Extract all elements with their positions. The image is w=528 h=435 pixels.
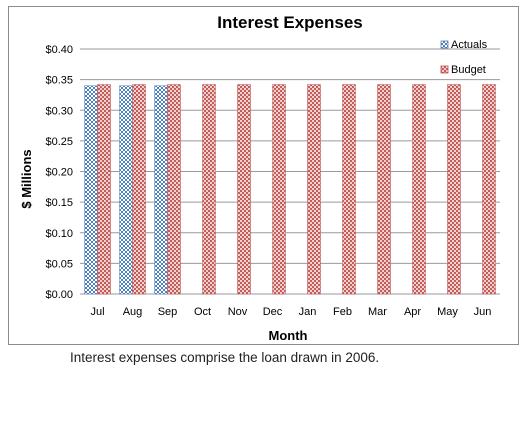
bar-budget-oct	[202, 84, 216, 295]
legend-swatch-budget	[440, 65, 449, 74]
x-tick-label: Aug	[123, 306, 143, 318]
bar-budget-may	[447, 84, 461, 295]
bar-budget-nov	[237, 84, 251, 295]
bar-budget-aug	[132, 84, 146, 295]
y-tick-label: $0.00	[45, 289, 73, 301]
y-tick-label: $0.25	[45, 136, 73, 148]
legend-label-budget: Budget	[451, 64, 486, 76]
bar-budget-jun	[482, 84, 496, 295]
y-tick-label: $0.10	[45, 228, 73, 240]
y-tick-label: $0.35	[45, 75, 73, 87]
gridlines	[80, 48, 500, 295]
bar-budget-jul	[97, 84, 111, 295]
x-tick-label: May	[437, 306, 458, 318]
bar-actuals-aug	[119, 85, 133, 295]
chart-frame: Interest Expenses $ Millions Month $0.00…	[8, 6, 519, 345]
x-tick-label: Mar	[368, 306, 387, 318]
y-tick-label: $0.15	[45, 197, 73, 209]
chart-title: Interest Expenses	[217, 13, 363, 32]
x-tick-label: Feb	[333, 306, 352, 318]
legend-swatch-actuals	[440, 40, 449, 49]
bar-budget-jan	[307, 84, 321, 295]
interest-expenses-chart: Interest Expenses $ Millions Month $0.00…	[19, 13, 500, 343]
x-tick-label: Apr	[404, 306, 421, 318]
bar-budget-sep	[167, 84, 181, 295]
legend: Actuals Budget	[440, 39, 488, 76]
x-tick-label: Oct	[194, 306, 211, 318]
legend-label-actuals: Actuals	[451, 39, 488, 51]
x-tick-label: Dec	[263, 306, 283, 318]
x-tick-label: Sep	[158, 306, 178, 318]
bar-budget-mar	[377, 84, 391, 295]
chart-caption: Interest expenses comprise the loan draw…	[70, 350, 380, 365]
bar-budget-dec	[272, 84, 286, 295]
y-tick-label: $0.40	[45, 44, 73, 56]
x-tick-label: Jan	[299, 306, 317, 318]
bar-actuals-jul	[84, 85, 98, 295]
x-tick-label: Nov	[228, 306, 248, 318]
y-tick-label: $0.30	[45, 105, 73, 117]
bar-budget-feb	[342, 84, 356, 295]
y-tick-label: $0.05	[45, 258, 73, 270]
y-tick-label: $0.20	[45, 167, 73, 179]
x-axis-title: Month	[269, 328, 308, 343]
y-tick-labels: $0.00 $0.05 $0.10 $0.15 $0.20 $0.25 $0.30 $0.35…	[45, 44, 73, 301]
x-tick-label: Jul	[90, 306, 104, 318]
y-axis-title: $ Millions	[19, 149, 34, 208]
x-tick-labels: Jul Aug Sep Oct Nov Dec Jan Feb Mar Apr May Jun	[90, 306, 491, 318]
bar-budget-apr	[412, 84, 426, 295]
x-tick-label: Jun	[474, 306, 492, 318]
bars	[84, 84, 496, 295]
bar-actuals-sep	[154, 85, 168, 295]
